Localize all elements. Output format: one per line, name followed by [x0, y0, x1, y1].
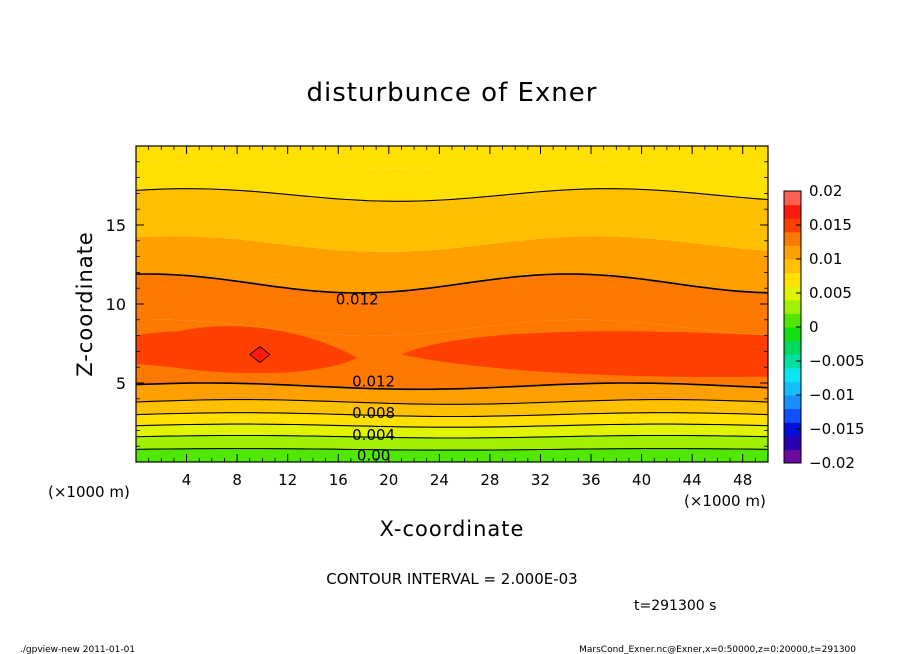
colorbar-segment	[784, 449, 801, 464]
colorbar-segment	[784, 204, 801, 219]
contour-interval-text: CONTOUR INTERVAL = 2.000E-03	[326, 570, 577, 588]
x-tick-label: 8	[232, 471, 242, 489]
contour-band	[136, 412, 768, 428]
contour-band	[136, 236, 768, 293]
contour-band	[173, 326, 358, 374]
y-tick-label: 15	[106, 216, 126, 235]
x-tick-label: 32	[531, 471, 550, 489]
x-unit-left: (×1000 m)	[48, 483, 130, 501]
x-tick-label: 44	[683, 471, 702, 489]
colorbar-segment	[784, 354, 801, 369]
colorbar-segment	[784, 408, 801, 423]
filled-contours	[136, 146, 768, 462]
colorbar-tick-labels: 0.02 0.015 0.01 0.005 0 −0.005 −0.01 −0.015 −0.0…	[796, 182, 865, 472]
contour-band	[136, 424, 768, 438]
colorbar-segment	[784, 299, 801, 314]
x-tick-label: 20	[379, 471, 398, 489]
colorbar	[783, 190, 802, 464]
colorbar-segment	[784, 231, 801, 246]
colorbar-tick-label: −0.005	[809, 352, 865, 370]
colorbar-segment	[784, 395, 801, 410]
peak-contour	[249, 346, 271, 363]
contour-label: 0.012	[336, 290, 379, 308]
contour-labels: 0.012 0.012 0.008 0.004 0.00	[336, 290, 395, 464]
colorbar-segment	[784, 286, 801, 301]
colorbar-tick-label: 0.015	[809, 216, 852, 234]
colorbar-tick-label: 0.01	[809, 250, 842, 268]
x-axis-ticks: 4 8 12 16 20 24 28 32 36 40 44 48	[148, 146, 756, 489]
x-tick-label: 28	[480, 471, 499, 489]
contour-band	[136, 448, 768, 462]
x-tick-label: 12	[278, 471, 297, 489]
colorbar-segment	[784, 313, 801, 328]
colorbar-tick-label: −0.02	[809, 454, 855, 472]
footer-right: MarsCond_Exner.nc@Exner,x=0:50000,z=0:20…	[579, 645, 856, 654]
colorbar-tick-label: −0.01	[809, 386, 855, 404]
colorbar-segment	[784, 191, 801, 206]
x-tick-label: 48	[733, 471, 752, 489]
y-axis-label: Z-coordinate	[73, 231, 97, 377]
contour-line	[136, 382, 768, 391]
contour-band	[136, 188, 768, 252]
contour-label: 0.012	[352, 372, 395, 390]
contour-line	[136, 448, 768, 451]
contour-band	[136, 146, 768, 169]
footer-left: ./gpview-new 2011-01-01	[20, 645, 135, 654]
contour-band	[136, 399, 768, 417]
contour-lines	[136, 188, 768, 451]
colorbar-segment	[784, 381, 801, 396]
x-tick-label: 4	[182, 471, 192, 489]
colorbar-segment	[784, 435, 801, 450]
contour-band	[401, 331, 768, 377]
chart-title: disturbunce of Exner	[307, 78, 598, 108]
contour-band	[136, 161, 768, 202]
y-tick-label: 5	[116, 374, 126, 393]
colorbar-segment	[784, 218, 801, 233]
x-tick-label: 40	[632, 471, 651, 489]
time-text: t=291300 s	[634, 598, 716, 614]
contour-line	[136, 273, 768, 294]
y-tick-label: 10	[106, 295, 126, 314]
contour-line	[136, 412, 768, 418]
contour-label: 0.004	[352, 426, 395, 444]
colorbar-tick-label: 0.005	[809, 284, 852, 302]
colorbar-segment	[784, 367, 801, 382]
contour-label: 0.00	[357, 447, 390, 465]
colorbar-tick-label: −0.015	[809, 420, 865, 438]
colorbar-tick-label: 0	[809, 318, 819, 336]
y-axis-ticks: 5 10 15	[106, 161, 768, 447]
colorbar-segment	[784, 245, 801, 260]
colorbar-segment	[784, 259, 801, 274]
x-tick-label: 36	[581, 471, 600, 489]
contour-band	[136, 331, 178, 368]
contour-line	[136, 399, 768, 405]
contour-label: 0.008	[352, 404, 395, 422]
x-unit-right: (×1000 m)	[684, 492, 766, 510]
colorbar-segment	[784, 327, 801, 342]
colorbar-tick-label: 0.02	[809, 182, 842, 200]
colorbar-segment	[784, 340, 801, 355]
contour-band	[136, 383, 768, 405]
x-tick-label: 16	[329, 471, 348, 489]
colorbar-segment	[784, 422, 801, 437]
colorbar-segment	[784, 272, 801, 287]
x-axis-label: X-coordinate	[380, 517, 525, 541]
x-tick-label: 24	[430, 471, 449, 489]
contour-line	[136, 423, 768, 428]
contour-line	[136, 188, 768, 202]
contour-band	[136, 435, 768, 451]
contour-line	[136, 434, 768, 439]
